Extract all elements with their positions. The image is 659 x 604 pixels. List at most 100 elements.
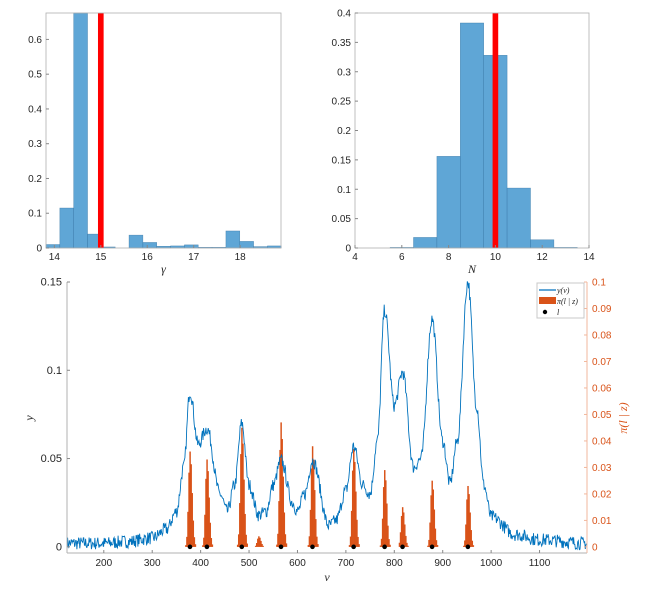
posterior-bar <box>384 470 386 547</box>
posterior-bar <box>433 509 436 547</box>
location-marker <box>429 544 435 550</box>
x-tick-label: 12 <box>537 252 549 263</box>
right-y-tick-label: 0.09 <box>592 304 612 315</box>
x-axis-label: N <box>467 262 477 276</box>
true-value-line <box>492 13 499 248</box>
histogram-bar <box>184 244 199 249</box>
legend: y(ν) π(l | z) l <box>536 282 585 319</box>
x-tick-label: 400 <box>192 558 209 569</box>
location-marker <box>351 544 356 550</box>
posterior-bar <box>282 476 284 547</box>
posterior-bar <box>387 525 389 547</box>
posterior-bar <box>308 536 311 547</box>
legend-posterior-label: π(l | z) <box>557 297 578 306</box>
x-axis-label: γ <box>161 262 166 276</box>
posterior-bar <box>259 537 261 547</box>
right-y-axis-label: π(l | z) <box>616 402 630 433</box>
posterior-bar <box>239 503 241 547</box>
location-marker <box>465 544 471 550</box>
right-y-tick-label: 0.07 <box>592 357 612 368</box>
posterior-bar <box>209 522 211 547</box>
right-y-tick-label: 0.06 <box>592 383 612 394</box>
posterior-bar <box>246 543 248 547</box>
posterior-bar <box>284 534 287 547</box>
y-tick-label: 0.3 <box>28 139 42 150</box>
right-y-tick-label: 0.08 <box>592 330 612 341</box>
posterior-bar <box>277 533 279 547</box>
legend-posterior-swatch <box>539 297 556 304</box>
right-y-tick-label: 0.02 <box>592 489 612 500</box>
signal-line <box>66 281 587 551</box>
posterior-bar <box>193 537 196 547</box>
y-tick-label: 0.5 <box>28 70 42 81</box>
posterior-bar <box>241 427 243 547</box>
posterior-bar <box>398 542 401 547</box>
posterior-bar <box>435 540 438 547</box>
posterior-bar <box>202 545 204 547</box>
posterior-bar <box>404 524 406 547</box>
location-marker <box>239 544 245 550</box>
posterior-bar <box>237 534 240 547</box>
gamma-histogram-panel: 14 15 16 17 18 0 0.1 0.2 0.3 0.4 0.5 0.6 γ <box>28 12 282 276</box>
posterior-bar <box>278 501 280 547</box>
right-y-tick-label: 0.01 <box>592 516 612 527</box>
posterior-bar <box>467 485 469 547</box>
axes-box <box>45 12 282 249</box>
posterior-bar <box>380 538 383 547</box>
posterior-bar <box>470 530 472 547</box>
x-axis-label: ν <box>324 570 330 584</box>
x-tick-label: 6 <box>399 252 405 263</box>
posterior-bar <box>192 520 195 547</box>
y-tick-label: 0 <box>345 244 351 255</box>
right-y-tick-label: 0.05 <box>592 410 612 421</box>
y-axis-label: y <box>22 415 36 422</box>
posterior-bar <box>207 471 209 547</box>
posterior-bar <box>262 545 264 547</box>
x-tick-label: 200 <box>95 558 112 569</box>
x-tick-label: 15 <box>95 252 107 263</box>
posterior-bar <box>427 545 429 547</box>
histogram-bar <box>45 244 61 249</box>
y-tick-label: 0.15 <box>332 155 352 166</box>
posterior-bar <box>310 468 313 547</box>
posterior-bar <box>405 535 407 547</box>
y-tick-label: 0.1 <box>47 365 62 377</box>
histogram-bar <box>73 12 88 249</box>
legend-location-label: l <box>557 308 560 317</box>
posterior-bar <box>316 536 318 547</box>
right-y-tick-label: 0 <box>592 542 598 553</box>
posterior-bar <box>205 478 207 547</box>
y-tick-label: 0.15 <box>41 277 62 289</box>
posterior-bar <box>311 446 314 547</box>
posterior-bar <box>406 542 408 547</box>
y-tick-label: 0.4 <box>28 104 42 115</box>
posterior-bar <box>399 532 402 547</box>
posterior-bar <box>244 513 246 547</box>
x-tick-label: 600 <box>289 558 306 569</box>
posterior-bar <box>471 540 474 547</box>
posterior-bar <box>348 545 351 547</box>
x-tick-label: 300 <box>144 558 161 569</box>
histogram-bar <box>128 234 144 249</box>
posterior-bar <box>350 510 353 547</box>
right-y-tick-label: 0.04 <box>592 436 612 447</box>
posterior-bar <box>187 511 189 547</box>
x-tick-label: 900 <box>434 558 451 569</box>
posterior-bar <box>312 459 315 547</box>
y-tick-label: 0.1 <box>28 209 42 220</box>
y-tick-label: 0 <box>56 541 62 553</box>
location-marker <box>278 544 284 550</box>
posterior-bar <box>472 545 475 547</box>
posterior-bar <box>280 422 282 547</box>
posterior-bar <box>256 543 258 547</box>
location-marker <box>187 544 193 550</box>
y-tick-label: 0.4 <box>337 9 351 20</box>
posterior-bar <box>257 538 259 547</box>
posterior-bar <box>385 480 387 547</box>
spectrum-panel: 200 300 400 500 600 700 800 900 1000 1100 0 0.05 0.1… <box>22 277 630 585</box>
histogram-bar <box>413 237 438 249</box>
y-tick-label: 0.3 <box>337 67 351 78</box>
posterior-bar <box>351 470 354 547</box>
posterior-bar <box>185 545 187 547</box>
